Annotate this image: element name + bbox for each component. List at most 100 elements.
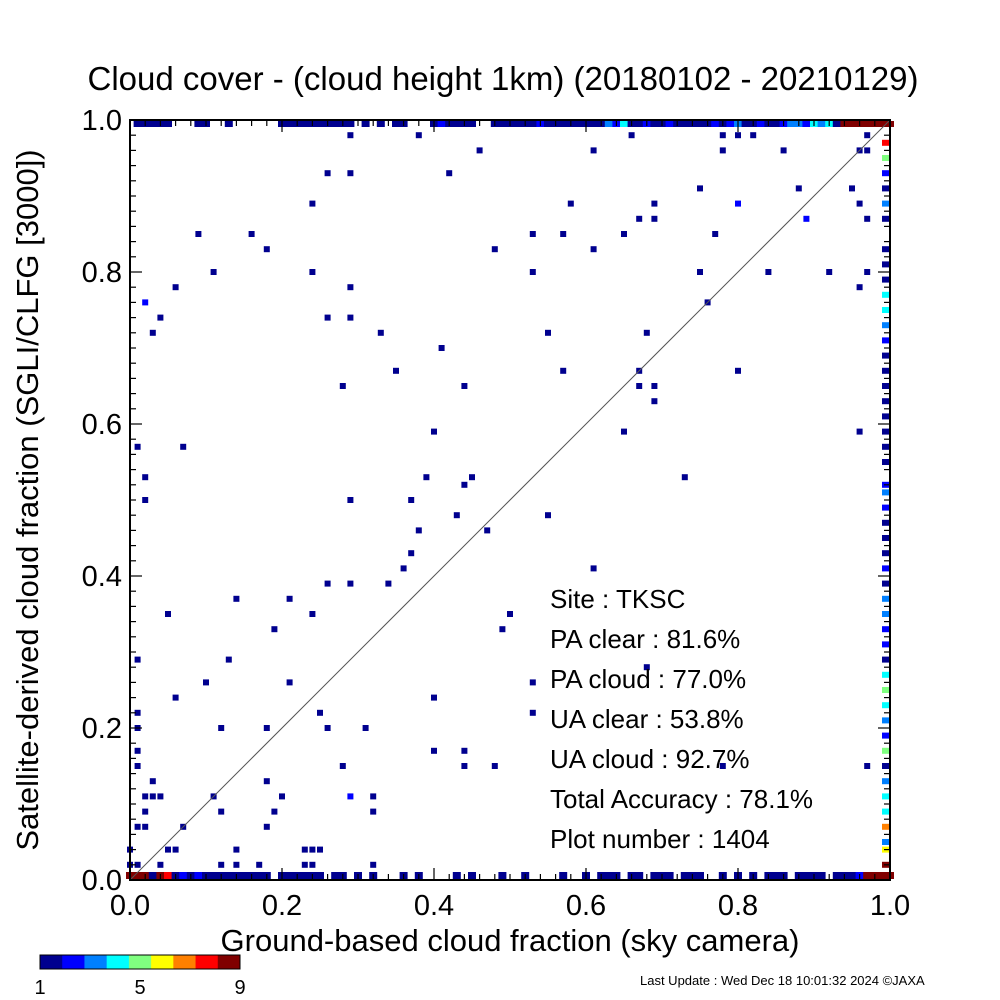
data-point <box>643 329 650 336</box>
right-edge-cell <box>882 443 889 450</box>
axis-tick-labels: 0.0 0.2 0.4 0.6 0.8 1.0 0.0 0.2 0.4 0.6 0.8 1.0 <box>82 105 910 922</box>
data-point <box>165 846 171 853</box>
data-point <box>590 565 597 572</box>
data-point <box>431 428 437 435</box>
top-edge-cell <box>392 121 400 127</box>
colorbar-swatch <box>62 955 85 969</box>
data-point <box>218 725 225 731</box>
colorbar-swatch <box>40 955 63 969</box>
stats-pa-cloud: PA cloud : 77.0% <box>550 664 746 694</box>
x-tick-label: 0.4 <box>414 890 454 922</box>
data-point <box>203 679 209 686</box>
data-point <box>476 147 483 154</box>
x-tick-label: 1.0 <box>870 890 910 922</box>
data-point <box>529 269 536 275</box>
right-edge-cell <box>882 322 889 329</box>
data-point <box>134 709 141 716</box>
right-edge-cell <box>882 717 889 724</box>
top-edge-cell <box>361 121 370 127</box>
right-edge-cell <box>882 823 889 830</box>
top-edge-cell <box>468 121 476 127</box>
data-point <box>491 763 498 769</box>
data-point <box>719 763 726 769</box>
data-point <box>347 284 354 291</box>
x-tick-label: 0.6 <box>566 890 606 922</box>
data-point <box>780 147 787 154</box>
data-point <box>370 861 377 868</box>
data-point <box>256 861 263 868</box>
data-point <box>309 269 316 275</box>
top-edge-cell <box>772 121 780 127</box>
y-tick-label: 0.2 <box>82 713 122 745</box>
data-point <box>309 611 316 617</box>
data-point <box>134 443 141 450</box>
right-edge-cell <box>882 276 889 283</box>
bottom-edge-cell <box>331 872 340 879</box>
data-point <box>377 329 384 336</box>
bottom-edge-cell <box>559 872 568 879</box>
data-point <box>324 725 331 731</box>
data-point <box>636 383 643 389</box>
right-edge-cell <box>882 200 889 207</box>
bottom-edge-cell <box>650 872 659 879</box>
data-point <box>446 170 453 177</box>
top-edge-cell <box>726 121 735 127</box>
stats-ua-clear: UA clear : 53.8% <box>550 704 744 734</box>
data-point <box>735 367 741 374</box>
data-point <box>826 269 833 275</box>
right-edge-cell <box>882 261 889 268</box>
data-point <box>347 580 354 587</box>
top-edge-cell <box>863 121 872 127</box>
top-edge-cell <box>878 121 887 127</box>
data-point <box>165 611 171 617</box>
right-edge-cell <box>882 702 889 709</box>
colorbar-swatch <box>128 955 152 969</box>
data-point <box>301 846 308 853</box>
y-tick-label: 0.6 <box>82 409 122 441</box>
data-point <box>149 329 156 336</box>
top-edge-cell <box>665 121 674 127</box>
top-edge-cell <box>604 121 613 127</box>
top-edge-cell <box>164 121 172 127</box>
stats-site: Site : TKSC <box>550 584 685 614</box>
right-edge-cell <box>882 383 889 389</box>
colorbar-frame <box>39 954 241 970</box>
top-edge-cell <box>331 121 340 127</box>
top-edge-cell <box>194 121 203 127</box>
data-point <box>438 345 445 351</box>
data-point <box>856 284 863 291</box>
data-point <box>856 428 863 435</box>
colorbar-swatch <box>106 955 130 969</box>
top-edge-cell <box>848 121 856 127</box>
top-edge-cell <box>544 121 552 127</box>
stats-ua-cloud: UA cloud : 92.7% <box>550 744 749 774</box>
y-tick-label: 0.8 <box>82 257 122 289</box>
data-point <box>347 314 354 321</box>
bottom-edge-cell <box>224 872 233 879</box>
data-point <box>856 200 863 207</box>
stats-box: Site : TKSC PA clear : 81.6% PA cloud : … <box>550 584 813 854</box>
data-point <box>134 861 141 868</box>
data-point <box>317 709 323 716</box>
stats-pa-clear: PA clear : 81.6% <box>550 624 740 654</box>
top-edge-cell <box>559 121 568 127</box>
data-point <box>529 679 536 686</box>
data-point <box>590 246 597 253</box>
data-point <box>529 231 536 237</box>
bottom-edge-cell <box>209 872 218 879</box>
data-point <box>621 231 627 237</box>
data-point <box>651 215 658 222</box>
top-edge-cell <box>452 121 461 127</box>
data-point <box>712 231 719 237</box>
right-edge-cell <box>882 808 889 815</box>
right-edge-cell <box>882 413 889 420</box>
data-point <box>271 626 278 633</box>
bottom-edge-cell <box>680 872 689 879</box>
right-edge-cell <box>882 428 889 435</box>
top-edge-cell <box>620 121 628 127</box>
bottom-edge-cell <box>498 872 507 879</box>
data-point <box>180 443 187 450</box>
last-update-text: Last Update : Wed Dec 18 10:01:32 2024 ©… <box>640 973 925 988</box>
top-edge-cell <box>711 121 720 127</box>
